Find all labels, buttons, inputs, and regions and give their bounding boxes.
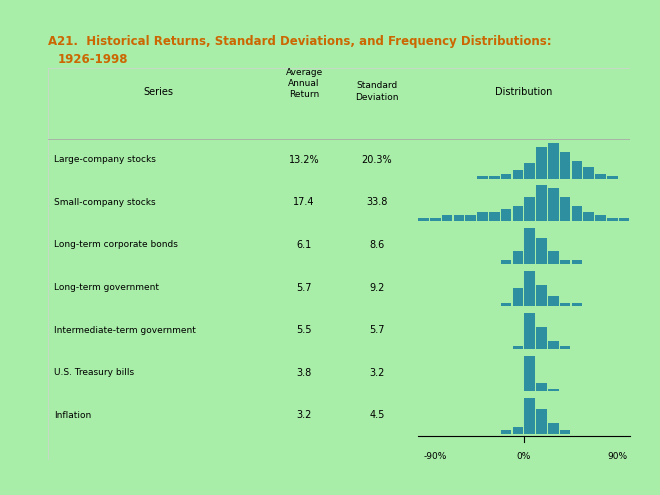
- Bar: [501, 209, 512, 221]
- Bar: [501, 260, 512, 264]
- Bar: [536, 409, 546, 434]
- Bar: [513, 289, 523, 306]
- Text: Small-company stocks: Small-company stocks: [54, 198, 156, 207]
- Text: 4.5: 4.5: [369, 410, 385, 420]
- Bar: [442, 215, 452, 221]
- Text: Distribution: Distribution: [495, 87, 552, 97]
- Text: 1926-1998: 1926-1998: [58, 53, 129, 66]
- Bar: [548, 250, 558, 264]
- Bar: [607, 218, 618, 221]
- Bar: [583, 167, 594, 179]
- Bar: [572, 206, 582, 221]
- Text: 9.2: 9.2: [369, 283, 385, 293]
- Text: Large-company stocks: Large-company stocks: [54, 155, 156, 164]
- Bar: [525, 271, 535, 306]
- Bar: [595, 215, 606, 221]
- Bar: [477, 212, 488, 221]
- Text: 13.2%: 13.2%: [289, 155, 319, 165]
- Text: Long-term corporate bonds: Long-term corporate bonds: [54, 241, 178, 249]
- Bar: [572, 260, 582, 264]
- Text: -90%: -90%: [424, 452, 447, 461]
- Bar: [548, 189, 558, 221]
- Bar: [501, 430, 512, 434]
- Text: Average
Annual
Return: Average Annual Return: [286, 68, 323, 99]
- Bar: [525, 198, 535, 221]
- Bar: [595, 174, 606, 179]
- Bar: [453, 215, 464, 221]
- Bar: [513, 427, 523, 434]
- Text: Series: Series: [144, 87, 174, 97]
- Bar: [513, 170, 523, 179]
- Bar: [536, 383, 546, 392]
- Bar: [536, 285, 546, 306]
- Bar: [536, 238, 546, 264]
- Bar: [418, 218, 429, 221]
- Bar: [536, 148, 546, 179]
- Bar: [525, 228, 535, 264]
- Bar: [536, 327, 546, 349]
- Text: 5.7: 5.7: [369, 325, 385, 335]
- Bar: [548, 143, 558, 179]
- Bar: [489, 176, 500, 179]
- Bar: [477, 176, 488, 179]
- Bar: [619, 218, 630, 221]
- Text: 3.2: 3.2: [296, 410, 312, 420]
- Bar: [560, 198, 570, 221]
- Bar: [513, 206, 523, 221]
- Text: A21.  Historical Returns, Standard Deviations, and Frequency Distributions:: A21. Historical Returns, Standard Deviat…: [48, 35, 552, 48]
- Text: 90%: 90%: [607, 452, 627, 461]
- Bar: [572, 161, 582, 179]
- Bar: [548, 296, 558, 306]
- Text: 33.8: 33.8: [366, 198, 387, 207]
- Bar: [548, 423, 558, 434]
- Text: 20.3%: 20.3%: [362, 155, 392, 165]
- Text: 5.7: 5.7: [296, 283, 312, 293]
- Bar: [560, 430, 570, 434]
- Text: 3.8: 3.8: [296, 368, 312, 378]
- Bar: [548, 341, 558, 349]
- Bar: [525, 356, 535, 392]
- Bar: [560, 260, 570, 264]
- Bar: [465, 215, 476, 221]
- Text: 6.1: 6.1: [296, 240, 312, 250]
- Text: Intermediate-term government: Intermediate-term government: [54, 326, 196, 335]
- Bar: [536, 186, 546, 221]
- Bar: [560, 302, 570, 306]
- Bar: [525, 163, 535, 179]
- Bar: [513, 346, 523, 349]
- Bar: [560, 152, 570, 179]
- Bar: [525, 313, 535, 349]
- Bar: [513, 250, 523, 264]
- Text: U.S. Treasury bills: U.S. Treasury bills: [54, 368, 134, 377]
- Text: Standard
Deviation: Standard Deviation: [355, 82, 399, 101]
- Bar: [607, 176, 618, 179]
- Bar: [583, 212, 594, 221]
- Text: 17.4: 17.4: [293, 198, 315, 207]
- Text: 8.6: 8.6: [369, 240, 385, 250]
- Text: Long-term government: Long-term government: [54, 283, 159, 292]
- Text: Inflation: Inflation: [54, 411, 91, 420]
- Bar: [501, 174, 512, 179]
- Bar: [525, 398, 535, 434]
- Bar: [430, 218, 441, 221]
- Bar: [501, 302, 512, 306]
- Bar: [489, 212, 500, 221]
- Bar: [572, 302, 582, 306]
- Bar: [560, 346, 570, 349]
- Text: 0%: 0%: [517, 452, 531, 461]
- Text: 3.2: 3.2: [369, 368, 385, 378]
- Text: 5.5: 5.5: [296, 325, 312, 335]
- Bar: [548, 389, 558, 392]
